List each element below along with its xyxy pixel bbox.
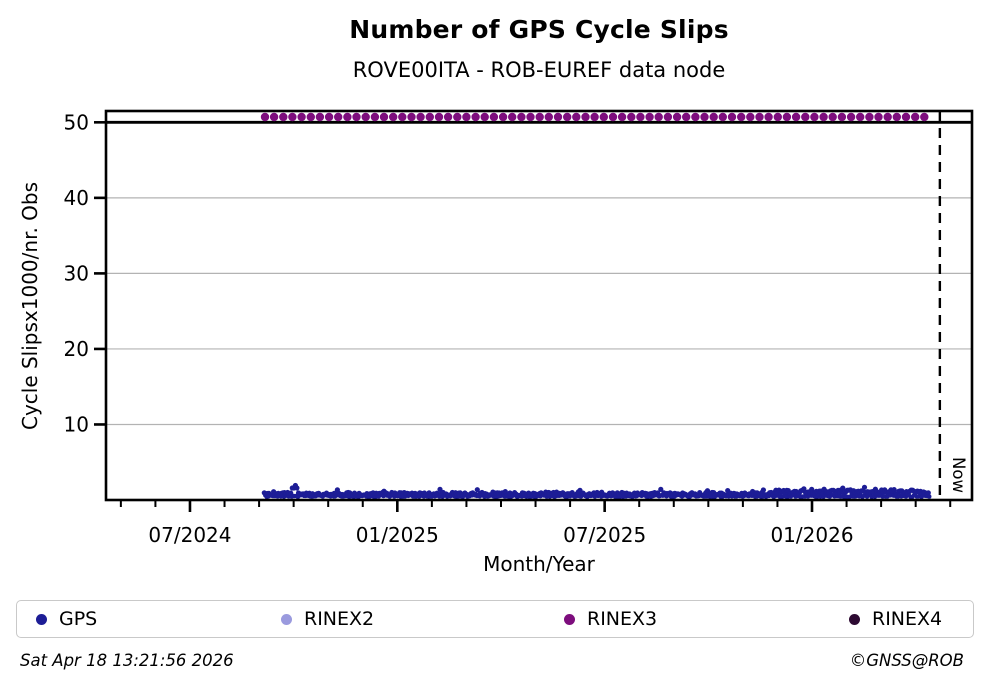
legend-label-rinex3: RINEX3 — [587, 608, 658, 630]
y-tick-label: 30 — [64, 261, 89, 285]
x-tick-label: 01/2025 — [356, 523, 439, 547]
legend: GPS RINEX2 RINEX3 RINEX4 — [16, 600, 974, 638]
legend-label-gps: GPS — [59, 608, 98, 630]
x-axis-label: Month/Year — [483, 552, 595, 576]
legend-item-gps: GPS — [36, 601, 97, 637]
legend-marker-rinex4 — [849, 613, 860, 625]
x-tick-label: 07/2025 — [563, 523, 646, 547]
legend-marker-rinex2 — [281, 613, 292, 625]
rinex3-dotted-line — [260, 112, 929, 122]
y-tick-label: 40 — [64, 186, 89, 210]
legend-marker-gps — [36, 613, 47, 625]
legend-label-rinex4: RINEX4 — [872, 608, 943, 630]
legend-item-rinex4: RINEX4 — [849, 601, 942, 637]
chart-subtitle: ROVE00ITA - ROB-EUREF data node — [352, 58, 726, 82]
y-tick-label: 10 — [64, 412, 89, 436]
gps-scatter-band — [261, 482, 932, 500]
y-axis-label: Cycle Slipsx1000/nr. Obs — [18, 181, 42, 431]
legend-marker-rinex3 — [564, 613, 575, 625]
legend-label-rinex2: RINEX2 — [304, 608, 375, 630]
chart-title: Number of GPS Cycle Slips — [349, 15, 729, 44]
y-tick-label: 50 — [64, 110, 89, 134]
plot-frame — [104, 109, 974, 502]
y-tick-label: 20 — [64, 337, 89, 361]
x-tick-label: 01/2026 — [770, 523, 853, 547]
x-tick-label: 07/2024 — [148, 523, 231, 547]
plot-timestamp: Sat Apr 18 13:21:56 2026 — [20, 651, 234, 670]
legend-item-rinex3: RINEX3 — [564, 601, 657, 637]
now-label: Now — [949, 457, 968, 493]
credit-watermark: ©GNSS@ROB — [849, 651, 964, 670]
legend-item-rinex2: RINEX2 — [281, 601, 374, 637]
